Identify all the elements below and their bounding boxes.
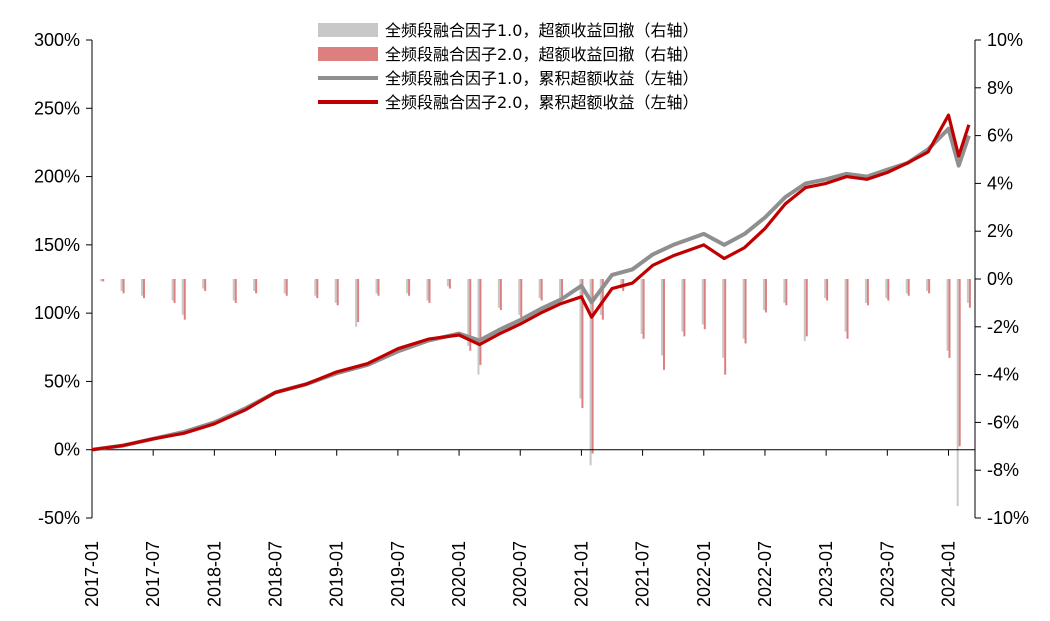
left-tick-label: -50% [38,508,80,528]
legend-label: 全频段融合因子2.0，累积超额收益（左轴） [385,93,698,112]
legend-swatch [318,47,378,61]
left-tick-label: 200% [34,167,80,187]
x-tick-label: 2017-01 [82,541,102,607]
x-tick-label: 2018-01 [204,541,224,607]
legend-swatch [318,23,378,37]
left-tick-label: 250% [34,98,80,118]
x-tick-label: 2022-01 [694,541,714,607]
cumulative-line-1 [91,126,971,452]
right-tick-label: 0% [987,269,1013,289]
drawdown-bars [100,279,971,507]
right-tick-label: 8% [987,78,1013,98]
left-tick-label: 50% [44,371,80,391]
right-tick-label: -8% [987,460,1019,480]
legend-label: 全频段融合因子2.0，超额收益回撤（右轴） [385,45,698,64]
cumulative-line-2 [91,113,971,452]
right-tick-label: 10% [987,30,1023,50]
x-tick-label: 2022-07 [755,541,775,607]
x-tick-label: 2017-07 [143,541,163,607]
x-tick-label: 2021-01 [571,541,591,607]
right-tick-label: -2% [987,317,1019,337]
cumulative-lines [91,113,971,452]
x-tick-label: 2021-07 [633,541,653,607]
right-tick-label: 4% [987,173,1013,193]
x-tick-label: 2018-07 [266,541,286,607]
legend-label: 全频段融合因子1.0，超额收益回撤（右轴） [385,21,698,40]
axes: -50% 0% 50% 100% 150% 200% 250% 300% -10% -8% -6% -… [34,30,1029,607]
x-tick-label: 2023-07 [877,541,897,607]
right-tick-label: -6% [987,412,1019,432]
left-tick-label: 150% [34,235,80,255]
legend: 全频段融合因子1.0，超额收益回撤（右轴） 全频段融合因子2.0，超额收益回撤（右… [318,21,698,112]
right-tick-label: 2% [987,221,1013,241]
x-tick-label: 2023-01 [816,541,836,607]
right-tick-label: -10% [987,508,1029,528]
right-tick-label: -4% [987,365,1019,385]
x-tick-label: 2020-01 [449,541,469,607]
left-tick-label: 100% [34,303,80,323]
legend-label: 全频段融合因子1.0，累积超额收益（左轴） [385,69,698,88]
x-tick-label: 2024-01 [938,541,958,607]
x-tick-label: 2020-07 [510,541,530,607]
left-tick-label: 300% [34,30,80,50]
x-tick-label: 2019-01 [327,541,347,607]
x-tick-label: 2019-07 [388,541,408,607]
left-tick-label: 0% [54,440,80,460]
right-tick-label: 6% [987,126,1013,146]
